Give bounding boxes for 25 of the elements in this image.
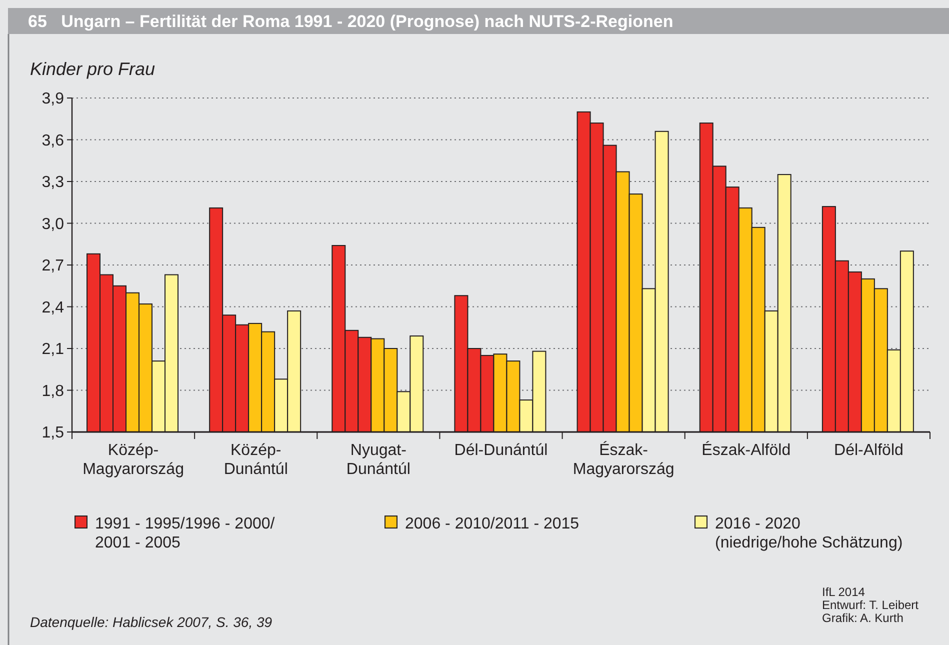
y-tick-label: 1,5 xyxy=(42,424,64,442)
y-tick-label: 3,0 xyxy=(42,216,64,233)
y-tick-label: 3,6 xyxy=(42,132,64,150)
legend-label: 2016 - 2020 (niedrige/hohe Schätzung) xyxy=(715,516,903,552)
y-tick-label: 1,8 xyxy=(42,382,64,400)
x-tick-label: Dél-Dunántúl xyxy=(454,442,548,459)
y-axis-title: Kinder pro Frau xyxy=(30,59,156,79)
text: Datenquelle: Hablicsek 2007, S. 36, 39 xyxy=(30,614,272,630)
legend-label: 2006 - 2010/2011 - 2015 xyxy=(405,516,580,533)
y-tick-label: 2,4 xyxy=(42,299,64,316)
chart-title: 65 Ungarn – Fertilität der Roma 1991 - 2020 (Prognose) nach NUTS-2-Regionen xyxy=(28,12,674,31)
text: Grafik: A. Kurth xyxy=(822,611,904,625)
text: Entwurf: T. Leibert xyxy=(822,598,920,612)
text: IfL 2014 xyxy=(822,585,866,599)
y-tick-label: 2,7 xyxy=(42,258,64,275)
x-tick-label: Észak-Magyarország xyxy=(572,441,674,478)
y-tick-label: 3,9 xyxy=(42,90,64,108)
x-tick-label: Közép-Dunántúl xyxy=(224,442,288,478)
x-tick-label: Észak-Alföld xyxy=(702,441,791,459)
x-tick-label: Dél-Alföld xyxy=(834,442,904,459)
y-tick-label: 2,1 xyxy=(42,341,64,358)
legend-label: 1991 - 1995/1996 - 2000/ 2001 - 2005 xyxy=(95,516,276,552)
x-tick-label: Nyugat-Dunántúl xyxy=(346,442,410,478)
y-tick-label: 3,3 xyxy=(42,174,64,192)
x-tick-label: Közép-Magyarország xyxy=(82,442,184,478)
